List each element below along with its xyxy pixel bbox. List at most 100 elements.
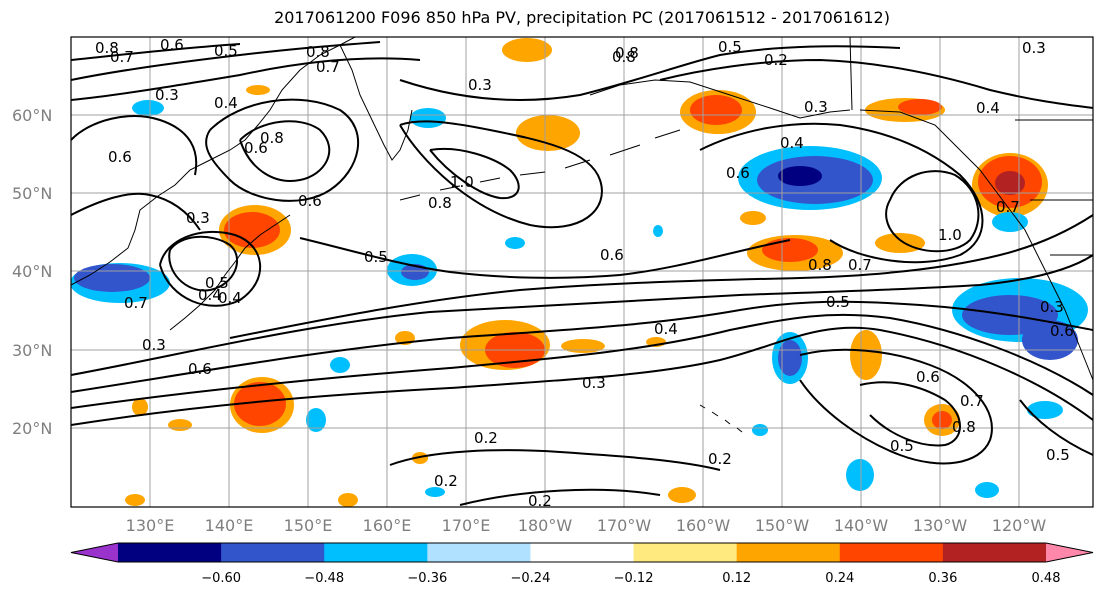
lon-label: 180°W — [518, 516, 573, 535]
hawaii-islands — [699, 404, 743, 433]
precip-blob — [932, 411, 952, 429]
precip-blob — [330, 357, 350, 373]
precip-blob — [778, 340, 802, 376]
precip-blob — [132, 100, 164, 116]
contour-label: 0.6 — [1050, 322, 1074, 340]
pv-contour — [71, 41, 381, 81]
precip-blob — [425, 487, 445, 497]
lon-label: 170°W — [597, 516, 652, 535]
lon-label: 140°E — [205, 516, 254, 535]
pv-contour — [459, 488, 661, 506]
colorbar-cells — [70, 542, 1094, 563]
colorbar: −0.60 −0.48 −0.36 −0.24 −0.12 0.12 0.24 0.36 0.4… — [70, 542, 1094, 586]
precip-blob — [338, 493, 358, 507]
contour-label: 0.3 — [155, 86, 179, 104]
alaska-coastline — [589, 79, 851, 119]
pv-contour — [239, 120, 331, 182]
pv-contour — [659, 58, 1093, 109]
pv-contour — [159, 230, 262, 307]
contour-label: 0.6 — [726, 164, 750, 182]
contour-label: 0.8 — [808, 256, 832, 274]
contour-label: 0.8 — [306, 43, 330, 61]
colorbar-cell — [324, 543, 428, 562]
contour-label: 0.3 — [582, 374, 606, 392]
pv-contour — [71, 192, 201, 231]
contour-label: 0.7 — [316, 58, 340, 76]
contour-label: 0.8 — [260, 129, 284, 147]
contour-label: 0.6 — [298, 192, 322, 210]
precip-blob — [850, 330, 882, 380]
pv-contour — [429, 148, 520, 200]
contour-label: 0.2 — [528, 492, 552, 510]
colorbar-cell — [942, 543, 1047, 562]
precip-blob — [306, 408, 326, 432]
contour-label: 0.6 — [188, 360, 212, 378]
longitude-labels: 130°E 140°E 150°E 160°E 170°E 180°W 170°… — [126, 516, 1047, 535]
border-lines — [1015, 119, 1093, 256]
contour-label: 0.3 — [804, 98, 828, 116]
colorbar-cell — [427, 543, 531, 562]
contour-label: 0.5 — [205, 274, 229, 292]
lat-label: 40°N — [12, 262, 52, 281]
contour-label: 0.8 — [952, 418, 976, 436]
pv-contour — [71, 254, 1093, 376]
colorbar-cell — [839, 543, 944, 562]
lon-label: 140°W — [834, 516, 889, 535]
precip-blob — [516, 115, 580, 151]
contour-label: 0.4 — [976, 99, 1000, 117]
lon-label: 150°E — [284, 516, 333, 535]
precip-blob — [125, 494, 145, 506]
contour-label: 0.3 — [1022, 39, 1046, 57]
colorbar-cell — [530, 543, 635, 562]
pv-contour — [799, 348, 993, 465]
contour-label: 0.4 — [214, 94, 238, 112]
precip-blob — [653, 225, 663, 237]
precipitation-shading — [71, 38, 1088, 507]
precip-blob — [1027, 401, 1063, 419]
contour-label: 0.6 — [160, 36, 184, 54]
asia-coastline — [71, 37, 356, 286]
precip-blob — [668, 487, 696, 503]
lon-label: 160°E — [363, 516, 412, 535]
precip-blob — [168, 419, 192, 431]
precip-blob — [690, 95, 742, 125]
contour-label: 0.8 — [428, 194, 452, 212]
lon-label: 150°W — [755, 516, 810, 535]
contour-label: 0.4 — [654, 320, 678, 338]
contour-label: 0.4 — [198, 286, 222, 304]
contour-label: 0.5 — [364, 248, 388, 266]
graticule-lines — [71, 37, 1093, 507]
contour-label: 0.5 — [1046, 446, 1070, 464]
kamchatka-coastline — [339, 44, 413, 161]
precip-blob — [875, 233, 925, 253]
contour-label: 0.5 — [718, 38, 742, 56]
contour-label: 0.2 — [474, 429, 498, 447]
pv-contour — [885, 170, 980, 253]
contour-label: 0.8 — [615, 44, 639, 62]
lat-label: 20°N — [12, 419, 52, 438]
precip-blob — [224, 212, 280, 248]
precip-blob — [762, 238, 818, 262]
contour-label: 0.7 — [110, 48, 134, 66]
precip-blob — [898, 99, 942, 115]
colorbar-extend-low — [71, 543, 118, 562]
contour-label: 1.0 — [450, 173, 474, 191]
contour-label: 0.4 — [780, 134, 804, 152]
pv-contour — [229, 214, 1093, 339]
lat-label: 60°N — [12, 106, 52, 125]
lon-label: 160°W — [676, 516, 731, 535]
lat-label: 50°N — [12, 184, 52, 203]
lon-label: 130°W — [913, 516, 968, 535]
contour-label: 0.6 — [916, 368, 940, 386]
contour-label: 0.8 — [612, 48, 636, 66]
pv-contour — [168, 235, 239, 292]
contour-label: 0.3 — [1040, 298, 1064, 316]
precip-blob — [74, 264, 150, 292]
pv-contour — [71, 57, 421, 101]
colorbar-cell — [221, 543, 325, 562]
contour-label: 0.4 — [218, 289, 242, 307]
pv-contour — [399, 120, 603, 229]
precip-blob — [234, 382, 286, 426]
precip-blob — [975, 482, 999, 498]
